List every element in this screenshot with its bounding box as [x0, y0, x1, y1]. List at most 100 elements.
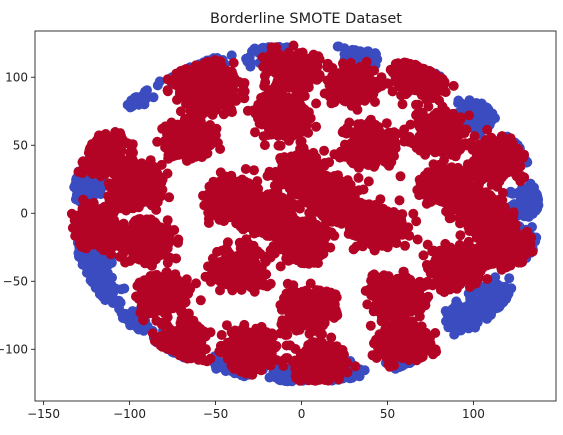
point	[179, 133, 190, 144]
point	[119, 283, 130, 294]
point	[138, 172, 149, 182]
points-layer	[66, 40, 544, 387]
point	[146, 290, 157, 301]
point	[294, 324, 305, 335]
point	[283, 104, 294, 115]
point	[293, 163, 304, 174]
point	[207, 197, 218, 208]
point	[468, 98, 479, 109]
point	[125, 199, 136, 210]
point	[158, 289, 169, 300]
point	[166, 121, 177, 132]
point	[268, 241, 279, 251]
point	[145, 155, 156, 166]
point	[146, 260, 157, 271]
point	[242, 56, 253, 67]
point	[331, 361, 342, 372]
point	[532, 199, 542, 210]
point	[461, 314, 471, 325]
point	[160, 135, 170, 146]
point	[79, 256, 90, 266]
point	[151, 204, 162, 215]
point	[85, 275, 96, 286]
point	[292, 236, 303, 247]
point	[162, 215, 173, 226]
point	[164, 192, 175, 203]
point	[138, 315, 149, 326]
point	[169, 225, 180, 235]
point	[148, 92, 159, 103]
point	[311, 98, 322, 109]
point	[276, 96, 287, 107]
point	[371, 49, 381, 60]
point	[488, 292, 499, 303]
point	[139, 99, 150, 110]
point	[265, 107, 276, 118]
point	[125, 256, 136, 266]
point	[133, 245, 144, 256]
point	[250, 43, 260, 54]
point	[149, 217, 160, 228]
point	[221, 348, 232, 359]
point	[218, 109, 229, 120]
point	[180, 297, 191, 308]
point	[161, 267, 172, 278]
point	[280, 163, 291, 173]
point	[192, 122, 203, 132]
point	[133, 324, 144, 335]
point	[471, 119, 482, 130]
point	[196, 152, 207, 163]
point	[490, 272, 501, 283]
point	[200, 133, 211, 144]
point	[264, 342, 275, 353]
point	[221, 320, 232, 331]
point	[478, 110, 489, 121]
point	[449, 313, 459, 324]
point	[253, 355, 264, 366]
point	[457, 104, 468, 115]
point	[281, 253, 292, 264]
point	[312, 248, 323, 259]
point	[479, 283, 490, 294]
point	[152, 136, 163, 147]
point	[268, 170, 279, 181]
point	[284, 130, 295, 141]
series-1-points	[66, 40, 538, 386]
point	[329, 230, 340, 241]
point	[158, 245, 169, 256]
point	[232, 93, 243, 104]
point	[297, 286, 308, 297]
point	[171, 279, 182, 290]
point	[332, 41, 343, 52]
point	[350, 361, 361, 372]
chart-title: Borderline SMOTE Dataset	[210, 11, 402, 27]
point	[149, 167, 160, 178]
point	[120, 309, 131, 320]
point	[253, 275, 264, 286]
point	[216, 245, 227, 256]
point	[153, 182, 164, 193]
point	[135, 307, 146, 318]
point	[294, 120, 305, 131]
point	[319, 145, 330, 156]
point	[218, 198, 229, 208]
point	[162, 168, 173, 179]
point	[285, 304, 295, 315]
point	[109, 284, 120, 294]
point	[229, 261, 240, 272]
point	[470, 322, 481, 333]
point	[163, 252, 174, 263]
point	[278, 361, 289, 371]
point	[250, 127, 260, 138]
point	[140, 86, 150, 97]
point	[211, 123, 222, 134]
point	[278, 322, 289, 333]
point	[473, 306, 484, 316]
point	[311, 121, 322, 132]
point	[272, 128, 283, 139]
point	[205, 275, 216, 286]
point	[256, 365, 267, 376]
point	[304, 328, 315, 339]
point	[115, 297, 126, 308]
